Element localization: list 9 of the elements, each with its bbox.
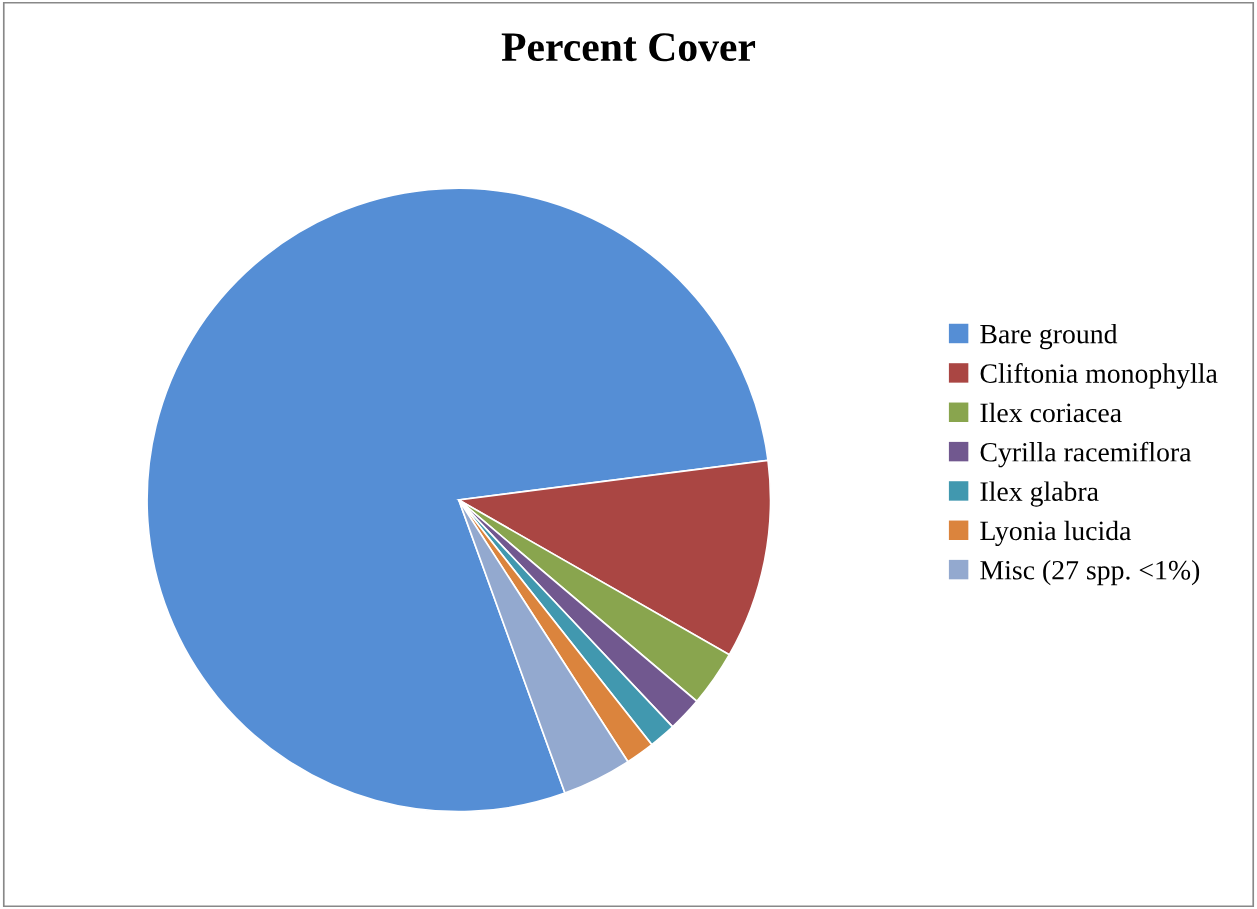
legend-label: Ilex coriacea <box>980 402 1122 423</box>
legend-label: Misc (27 spp. <1%) <box>980 560 1200 586</box>
pie-slice <box>146 187 769 813</box>
chart-title: Percent Cover <box>501 33 756 62</box>
legend-label: Cliftonia monophylla <box>980 363 1218 389</box>
legend-label: Ilex glabra <box>980 481 1099 507</box>
legend-label: Cyrilla racemiflora <box>980 441 1192 468</box>
legend-label: Bare ground <box>980 323 1118 350</box>
legend-label: Lyonia lucida <box>980 520 1132 546</box>
